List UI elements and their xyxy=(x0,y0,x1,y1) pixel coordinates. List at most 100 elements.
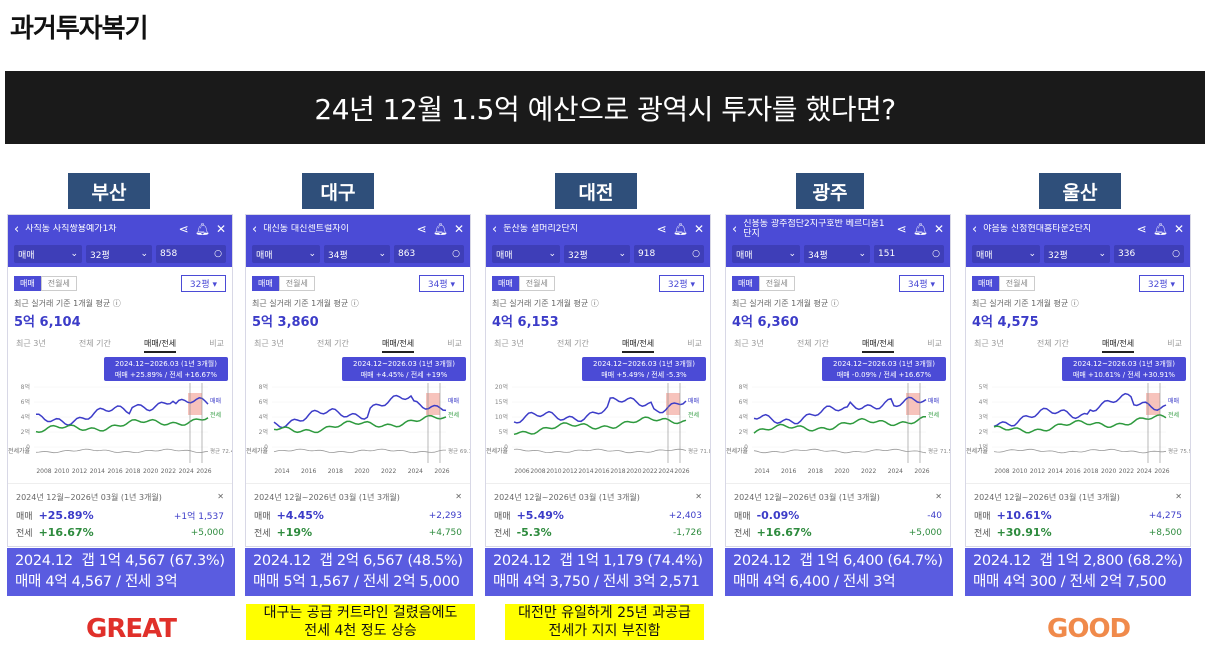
filter-bar: 매매 ⌄ 34평 ⌄ 863 ○ xyxy=(246,243,470,267)
share-icon[interactable]: ⋖ xyxy=(656,222,667,236)
tab-trade[interactable]: 매매 xyxy=(732,276,759,291)
size-select[interactable]: 32평 ⌄ xyxy=(564,245,630,263)
ratio-series-line xyxy=(273,448,446,454)
tab-rent[interactable]: 전월세 xyxy=(40,276,77,291)
tab-trade[interactable]: 매매 xyxy=(972,276,999,291)
ratio-series-line xyxy=(513,448,687,454)
bell-icon[interactable]: 🔔︎ xyxy=(432,222,448,236)
close-icon[interactable]: ✕ xyxy=(1175,492,1182,501)
period-tab[interactable]: 전체 기간 xyxy=(316,339,349,348)
rating-label: GOOD xyxy=(1047,614,1131,644)
count-search[interactable]: 336 ○ xyxy=(1114,245,1184,263)
period-tab[interactable]: 매매/전세 xyxy=(621,338,655,353)
apartment-card: ‹ 둔산동 샘머리2단지 ⋖ 🔔︎ ✕ 매매 ⌄ 32평 ⌄ 918 ○ 매매 전월세 32평 ▾ 최근 실… xyxy=(485,214,711,547)
x-tick-label: 2022 xyxy=(642,468,657,475)
ratio-series-line xyxy=(35,448,209,454)
gap-summary: 2024.12 갭 1억 4,567 (67.3%) 매매 4억 4,567 / … xyxy=(7,548,235,596)
count-search[interactable]: 918 ○ xyxy=(634,245,704,263)
ratio-axis-label: 전세가율 xyxy=(486,447,509,455)
period-tabs: 최근 3년 전체 기간 매매/전세 비교 xyxy=(8,330,232,353)
period-tab[interactable]: 매매/전세 xyxy=(143,338,177,353)
period-tab[interactable]: 최근 3년 xyxy=(254,339,284,348)
x-tick-label: 2006 xyxy=(514,468,529,475)
close-icon[interactable]: ✕ xyxy=(1173,222,1184,236)
size-dropdown[interactable]: 32평 ▾ xyxy=(180,275,226,292)
close-icon[interactable]: ✕ xyxy=(935,492,942,501)
period-tab[interactable]: 비교 xyxy=(927,339,942,348)
back-icon[interactable]: ‹ xyxy=(252,221,258,237)
share-icon[interactable]: ⋖ xyxy=(178,222,189,236)
x-tick-label: 2016 xyxy=(301,468,316,475)
period-tab[interactable]: 최근 3년 xyxy=(734,339,764,348)
y-tick-label: 4억 xyxy=(21,413,30,421)
period-tab[interactable]: 전체 기간 xyxy=(78,339,111,348)
tab-trade[interactable]: 매매 xyxy=(252,276,279,291)
period-tab[interactable]: 전체 기간 xyxy=(556,339,589,348)
filter-bar: 매매 ⌄ 32평 ⌄ 918 ○ xyxy=(486,243,710,267)
size-select[interactable]: 34평 ⌄ xyxy=(324,245,390,263)
summary-gap-line: 2024.12 갭 1억 2,800 (68.2%) xyxy=(973,553,1183,569)
period-tab[interactable]: 매매/전세 xyxy=(861,338,895,353)
back-icon[interactable]: ‹ xyxy=(972,221,978,237)
trade-series-line xyxy=(36,397,209,427)
bell-icon[interactable]: 🔔︎ xyxy=(912,222,928,236)
count-search[interactable]: 858 ○ xyxy=(156,245,226,263)
share-icon[interactable]: ⋖ xyxy=(896,222,907,236)
count-search[interactable]: 151 ○ xyxy=(874,245,944,263)
period-tab[interactable]: 최근 3년 xyxy=(974,339,1004,348)
period-tab[interactable]: 전체 기간 xyxy=(1036,339,1069,348)
size-select[interactable]: 32평 ⌄ xyxy=(86,245,152,263)
close-icon[interactable]: ✕ xyxy=(693,222,704,236)
summary-gap-line: 2024.12 갭 1억 6,400 (64.7%) xyxy=(733,553,943,569)
period-tab[interactable]: 비교 xyxy=(447,339,462,348)
tab-rent[interactable]: 전월세 xyxy=(998,276,1035,291)
size-dropdown[interactable]: 32평 ▾ xyxy=(1138,275,1184,292)
close-icon[interactable]: ✕ xyxy=(215,222,226,236)
period-tab[interactable]: 비교 xyxy=(1167,339,1182,348)
back-icon[interactable]: ‹ xyxy=(14,221,20,237)
deal-type-select[interactable]: 매매 ⌄ xyxy=(732,245,800,263)
deal-type-select[interactable]: 매매 ⌄ xyxy=(972,245,1040,263)
count-search[interactable]: 863 ○ xyxy=(394,245,464,263)
share-icon[interactable]: ⋖ xyxy=(416,222,427,236)
period-tab[interactable]: 매매/전세 xyxy=(381,338,415,353)
tab-trade[interactable]: 매매 xyxy=(492,276,519,291)
bell-icon[interactable]: 🔔︎ xyxy=(672,222,688,236)
close-icon[interactable]: ✕ xyxy=(933,222,944,236)
chart-tooltip xyxy=(822,357,946,381)
page-title: 과거투자복기 xyxy=(10,14,149,44)
average-price: 5억 3,860 xyxy=(252,315,319,330)
period-tab[interactable]: 비교 xyxy=(687,339,702,348)
deal-type-select[interactable]: 매매 ⌄ xyxy=(252,245,320,263)
close-icon[interactable]: ✕ xyxy=(217,492,224,501)
back-icon[interactable]: ‹ xyxy=(732,221,738,237)
size-select[interactable]: 32평 ⌄ xyxy=(1044,245,1110,263)
close-icon[interactable]: ✕ xyxy=(453,222,464,236)
bell-icon[interactable]: 🔔︎ xyxy=(1152,222,1168,236)
back-icon[interactable]: ‹ xyxy=(492,221,498,237)
tab-rent[interactable]: 전월세 xyxy=(758,276,795,291)
close-icon[interactable]: ✕ xyxy=(695,492,702,501)
apartment-card: ‹ 신용동 광주첨단2지구호반 베르디움1단지 ⋖ 🔔︎ ✕ 매매 ⌄ 34평 ⌄ 151 ○ 매매 전… xyxy=(725,214,951,547)
period-tab[interactable]: 비교 xyxy=(209,339,224,348)
size-select[interactable]: 34평 ⌄ xyxy=(804,245,870,263)
size-dropdown[interactable]: 34평 ▾ xyxy=(418,275,464,292)
period-tab[interactable]: 전체 기간 xyxy=(796,339,829,348)
tab-rent[interactable]: 전월세 xyxy=(278,276,315,291)
headline-banner: 24년 12월 1.5억 예산으로 광역시 투자를 했다면? xyxy=(5,71,1205,144)
size-dropdown[interactable]: 32평 ▾ xyxy=(658,275,704,292)
size-dropdown[interactable]: 34평 ▾ xyxy=(898,275,944,292)
tab-trade[interactable]: 매매 xyxy=(14,276,41,291)
x-tick-label: 2020 xyxy=(354,468,369,475)
share-icon[interactable]: ⋖ xyxy=(1136,222,1147,236)
period-tab[interactable]: 매매/전세 xyxy=(1101,338,1135,353)
deal-type-select[interactable]: 매매 ⌄ xyxy=(14,245,82,263)
period-tab[interactable]: 최근 3년 xyxy=(16,339,46,348)
period-tab[interactable]: 최근 3년 xyxy=(494,339,524,348)
tab-rent[interactable]: 전월세 xyxy=(518,276,555,291)
jeonse-legend: 전세 xyxy=(210,411,221,419)
close-icon[interactable]: ✕ xyxy=(455,492,462,501)
bell-icon[interactable]: 🔔︎ xyxy=(194,222,210,236)
x-tick-label: 2008 xyxy=(36,468,51,475)
deal-type-select[interactable]: 매매 ⌄ xyxy=(492,245,560,263)
